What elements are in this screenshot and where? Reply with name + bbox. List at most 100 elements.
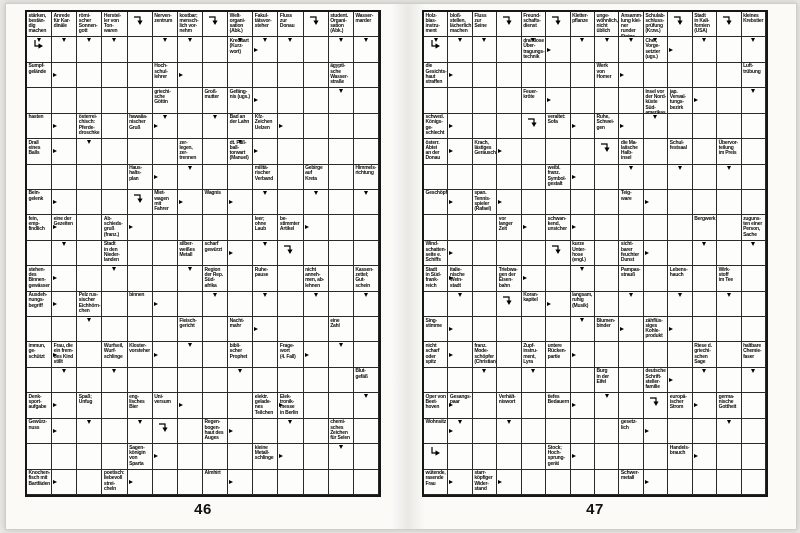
- answer-cell[interactable]: [497, 62, 522, 89]
- answer-cell[interactable]: [497, 291, 522, 318]
- answer-cell[interactable]: [619, 88, 644, 114]
- answer-cell[interactable]: [77, 469, 103, 495]
- answer-cell[interactable]: [102, 113, 128, 140]
- answer-cell[interactable]: [472, 240, 498, 267]
- answer-cell[interactable]: [741, 37, 766, 63]
- answer-cell[interactable]: [152, 240, 178, 267]
- answer-cell[interactable]: [692, 189, 718, 216]
- answer-cell[interactable]: [497, 367, 522, 394]
- answer-cell[interactable]: [303, 62, 329, 89]
- answer-cell[interactable]: [152, 317, 178, 343]
- answer-cell[interactable]: [152, 418, 178, 445]
- answer-cell[interactable]: [353, 469, 379, 495]
- answer-cell[interactable]: [253, 367, 279, 394]
- answer-cell[interactable]: [177, 418, 203, 445]
- answer-cell[interactable]: [102, 189, 128, 216]
- answer-cell[interactable]: [521, 469, 547, 495]
- answer-cell[interactable]: [177, 291, 203, 318]
- answer-cell[interactable]: [177, 342, 203, 368]
- answer-cell[interactable]: [741, 444, 766, 470]
- answer-cell[interactable]: [570, 367, 595, 394]
- answer-cell[interactable]: [717, 37, 742, 63]
- answer-cell[interactable]: [152, 342, 178, 368]
- answer-cell[interactable]: [668, 113, 693, 140]
- answer-cell[interactable]: [27, 444, 53, 470]
- answer-cell[interactable]: [595, 342, 620, 368]
- answer-cell[interactable]: [27, 240, 53, 267]
- answer-cell[interactable]: [643, 444, 669, 470]
- answer-cell[interactable]: [424, 88, 449, 114]
- answer-cell[interactable]: [741, 418, 766, 445]
- answer-cell[interactable]: [228, 164, 254, 190]
- answer-cell[interactable]: [102, 393, 128, 419]
- answer-cell[interactable]: [741, 164, 766, 190]
- answer-cell[interactable]: [595, 266, 620, 292]
- answer-cell[interactable]: [424, 291, 449, 318]
- answer-cell[interactable]: [127, 139, 153, 165]
- answer-cell[interactable]: [424, 164, 449, 190]
- answer-cell[interactable]: [278, 367, 304, 394]
- answer-cell[interactable]: [521, 189, 547, 216]
- answer-cell[interactable]: [303, 393, 329, 419]
- answer-cell[interactable]: [77, 139, 103, 165]
- answer-cell[interactable]: [127, 240, 153, 267]
- answer-cell[interactable]: [717, 189, 742, 216]
- answer-cell[interactable]: [127, 266, 153, 292]
- answer-cell[interactable]: [424, 215, 449, 241]
- answer-cell[interactable]: [202, 139, 229, 165]
- answer-cell[interactable]: [77, 88, 103, 114]
- answer-cell[interactable]: [692, 291, 718, 318]
- answer-cell[interactable]: [668, 12, 693, 38]
- answer-cell[interactable]: [253, 62, 279, 89]
- answer-cell[interactable]: [595, 139, 620, 165]
- answer-cell[interactable]: [303, 240, 329, 267]
- answer-cell[interactable]: [619, 367, 644, 394]
- answer-cell[interactable]: [472, 317, 498, 343]
- answer-cell[interactable]: [27, 164, 53, 190]
- answer-cell[interactable]: [472, 291, 498, 318]
- answer-cell[interactable]: [353, 342, 379, 368]
- answer-cell[interactable]: [228, 266, 254, 292]
- answer-cell[interactable]: [202, 215, 229, 241]
- answer-cell[interactable]: [328, 113, 354, 140]
- answer-cell[interactable]: [668, 240, 693, 267]
- answer-cell[interactable]: [127, 189, 153, 216]
- answer-cell[interactable]: [692, 469, 718, 495]
- answer-cell[interactable]: [202, 367, 229, 394]
- answer-cell[interactable]: [202, 12, 229, 38]
- answer-cell[interactable]: [643, 215, 669, 241]
- answer-cell[interactable]: [102, 317, 128, 343]
- answer-cell[interactable]: [595, 189, 620, 216]
- answer-cell[interactable]: [546, 37, 571, 63]
- answer-cell[interactable]: [472, 164, 498, 190]
- answer-cell[interactable]: [668, 469, 693, 495]
- answer-cell[interactable]: [692, 62, 718, 89]
- answer-cell[interactable]: [303, 12, 329, 38]
- answer-cell[interactable]: [497, 37, 522, 63]
- answer-cell[interactable]: [353, 113, 379, 140]
- answer-cell[interactable]: [497, 469, 522, 495]
- answer-cell[interactable]: [127, 37, 153, 63]
- answer-cell[interactable]: [692, 164, 718, 190]
- answer-cell[interactable]: [77, 418, 103, 445]
- answer-cell[interactable]: [353, 240, 379, 267]
- answer-cell[interactable]: [546, 418, 571, 445]
- answer-cell[interactable]: [202, 62, 229, 89]
- answer-cell[interactable]: [595, 444, 620, 470]
- answer-cell[interactable]: [717, 62, 742, 89]
- answer-cell[interactable]: [595, 88, 620, 114]
- answer-cell[interactable]: [127, 317, 153, 343]
- answer-cell[interactable]: [448, 164, 473, 190]
- answer-cell[interactable]: [570, 469, 595, 495]
- answer-cell[interactable]: [353, 317, 379, 343]
- answer-cell[interactable]: [717, 12, 742, 38]
- answer-cell[interactable]: [717, 240, 742, 267]
- answer-cell[interactable]: [102, 444, 128, 470]
- answer-cell[interactable]: [741, 393, 766, 419]
- answer-cell[interactable]: [570, 139, 595, 165]
- answer-cell[interactable]: [717, 88, 742, 114]
- answer-cell[interactable]: [741, 266, 766, 292]
- answer-cell[interactable]: [303, 139, 329, 165]
- answer-cell[interactable]: [177, 469, 203, 495]
- answer-cell[interactable]: [546, 317, 571, 343]
